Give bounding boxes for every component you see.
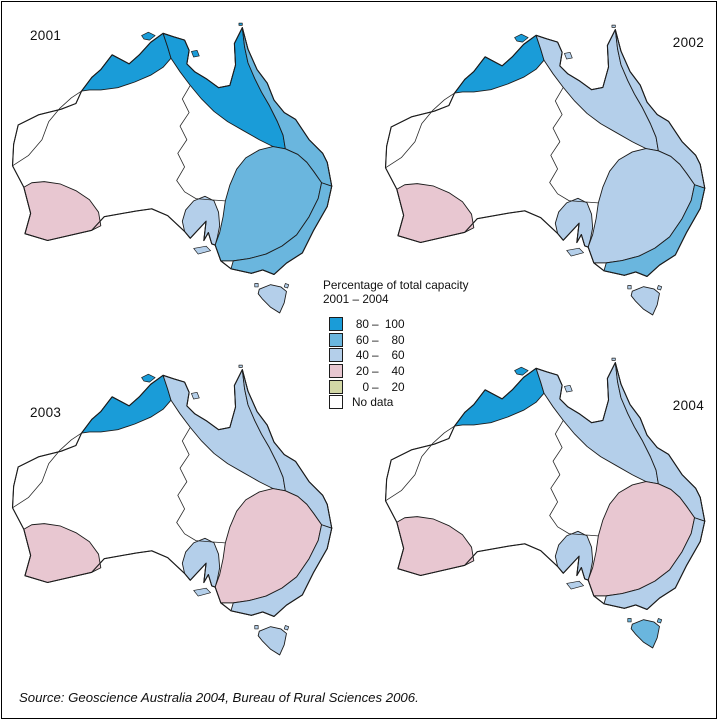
flinders-island	[283, 625, 290, 631]
legend-label-lo: 80	[355, 316, 369, 331]
legend-row-80-100: 80–100	[323, 316, 473, 332]
king-island	[627, 285, 632, 290]
groote-eylandt-island	[564, 384, 573, 393]
lake-eyre-division-border	[549, 87, 599, 204]
king-island	[254, 283, 259, 288]
legend-label-hi: 60	[391, 348, 405, 363]
legend-label-dash: –	[372, 379, 379, 394]
australia-map-2001	[1, 22, 341, 322]
flinders-island	[656, 285, 663, 291]
legend-row-40-60: 40–60	[323, 347, 473, 363]
legend-swatch-0-20	[329, 379, 343, 394]
melville-island	[141, 373, 156, 383]
coastline	[384, 362, 706, 611]
flinders-island	[656, 618, 663, 624]
legend-label-dash: –	[372, 363, 379, 378]
legend-row-20-40: 20–40	[323, 363, 473, 379]
legend-title-line2: 2001 – 2004	[323, 291, 389, 306]
legend-label-no-data: No data	[352, 395, 394, 410]
region-tasmania	[630, 286, 660, 316]
king-island	[254, 625, 259, 630]
legend-label-hi: 40	[391, 363, 405, 378]
kangaroo-island	[193, 587, 211, 597]
australia-map-2003	[1, 364, 341, 664]
groote-eylandt-island	[191, 49, 200, 58]
map-panel-2003: 2003	[1, 364, 341, 666]
legend-label-lo: 0	[362, 379, 369, 394]
kangaroo-island	[566, 580, 584, 590]
legend-label-dash: –	[372, 316, 379, 331]
torres-strait-island	[611, 357, 616, 361]
melville-island	[514, 366, 529, 376]
melville-island	[141, 31, 156, 41]
legend-row-0-20: 0–20	[323, 379, 473, 395]
coastline	[11, 369, 333, 618]
legend-row-no-data: No data	[323, 394, 473, 410]
lake-eyre-division-border	[176, 85, 226, 202]
legend-label-dash: –	[372, 332, 379, 347]
kangaroo-island	[566, 247, 584, 257]
region-tasmania	[257, 284, 287, 314]
legend-label-hi: 80	[391, 332, 405, 347]
year-label-2001: 2001	[30, 28, 62, 43]
map-legend: Percentage of total capacity 2001 – 2004…	[323, 278, 473, 410]
indian-ocean-division-border	[385, 92, 455, 169]
australia-drainage-map	[384, 357, 706, 649]
region-tasmania	[257, 626, 287, 656]
legend-swatch-80-100	[329, 316, 343, 331]
indian-ocean-division-border	[12, 432, 82, 509]
australia-map-2004	[374, 357, 714, 657]
australia-drainage-map	[11, 22, 333, 314]
year-label-2002: 2002	[672, 35, 704, 50]
legend-label-lo: 20	[355, 363, 369, 378]
lake-eyre-division-border	[176, 427, 226, 544]
legend-label-hi: 20	[391, 379, 405, 394]
legend-label-dash: –	[372, 348, 379, 363]
year-label-2003: 2003	[30, 405, 62, 420]
lake-eyre-division-border	[549, 420, 599, 537]
melville-island	[514, 33, 529, 43]
indian-ocean-division-border	[12, 90, 82, 167]
legend-swatch-40-60	[329, 348, 343, 363]
legend-label-lo: 40	[355, 348, 369, 363]
region-tasmania	[630, 619, 660, 649]
legend-rows: 80–100 60–80 40–60 20–40 0–20 No data	[323, 316, 473, 410]
groote-eylandt-island	[191, 391, 200, 400]
map-panel-2002: 2002	[374, 24, 714, 326]
groote-eylandt-island	[564, 51, 573, 60]
map-panel-2001: 2001	[1, 22, 341, 324]
australia-drainage-map	[384, 24, 706, 316]
coastline	[384, 29, 706, 278]
australia-map-2002	[374, 24, 714, 324]
source-note: Source: Geoscience Australia 2004, Burea…	[19, 690, 419, 705]
torres-strait-island	[238, 22, 243, 26]
torres-strait-island	[238, 364, 243, 368]
map-panel-2004: 2004	[374, 357, 714, 659]
legend-swatch-no-data	[329, 395, 343, 410]
legend-swatch-20-40	[329, 363, 343, 378]
indian-ocean-division-border	[385, 425, 455, 502]
kangaroo-island	[193, 245, 211, 255]
coastline	[11, 27, 333, 276]
king-island	[627, 618, 632, 623]
torres-strait-island	[611, 24, 616, 28]
australia-drainage-map	[11, 364, 333, 656]
legend-label-lo: 60	[355, 332, 369, 347]
legend-swatch-60-80	[329, 332, 343, 347]
legend-title: Percentage of total capacity 2001 – 2004	[323, 278, 473, 306]
year-label-2004: 2004	[672, 398, 704, 413]
legend-title-line1: Percentage of total capacity	[323, 278, 469, 292]
legend-row-60-80: 60–80	[323, 332, 473, 348]
legend-label-hi: 100	[384, 316, 405, 331]
flinders-island	[283, 283, 290, 289]
